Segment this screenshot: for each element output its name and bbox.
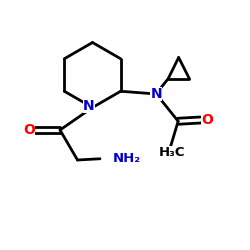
Text: NH₂: NH₂ bbox=[112, 152, 140, 165]
Text: N: N bbox=[150, 87, 162, 101]
Text: H₃C: H₃C bbox=[159, 146, 185, 159]
Text: O: O bbox=[23, 123, 35, 137]
Text: O: O bbox=[201, 113, 213, 127]
Text: N: N bbox=[83, 99, 94, 113]
